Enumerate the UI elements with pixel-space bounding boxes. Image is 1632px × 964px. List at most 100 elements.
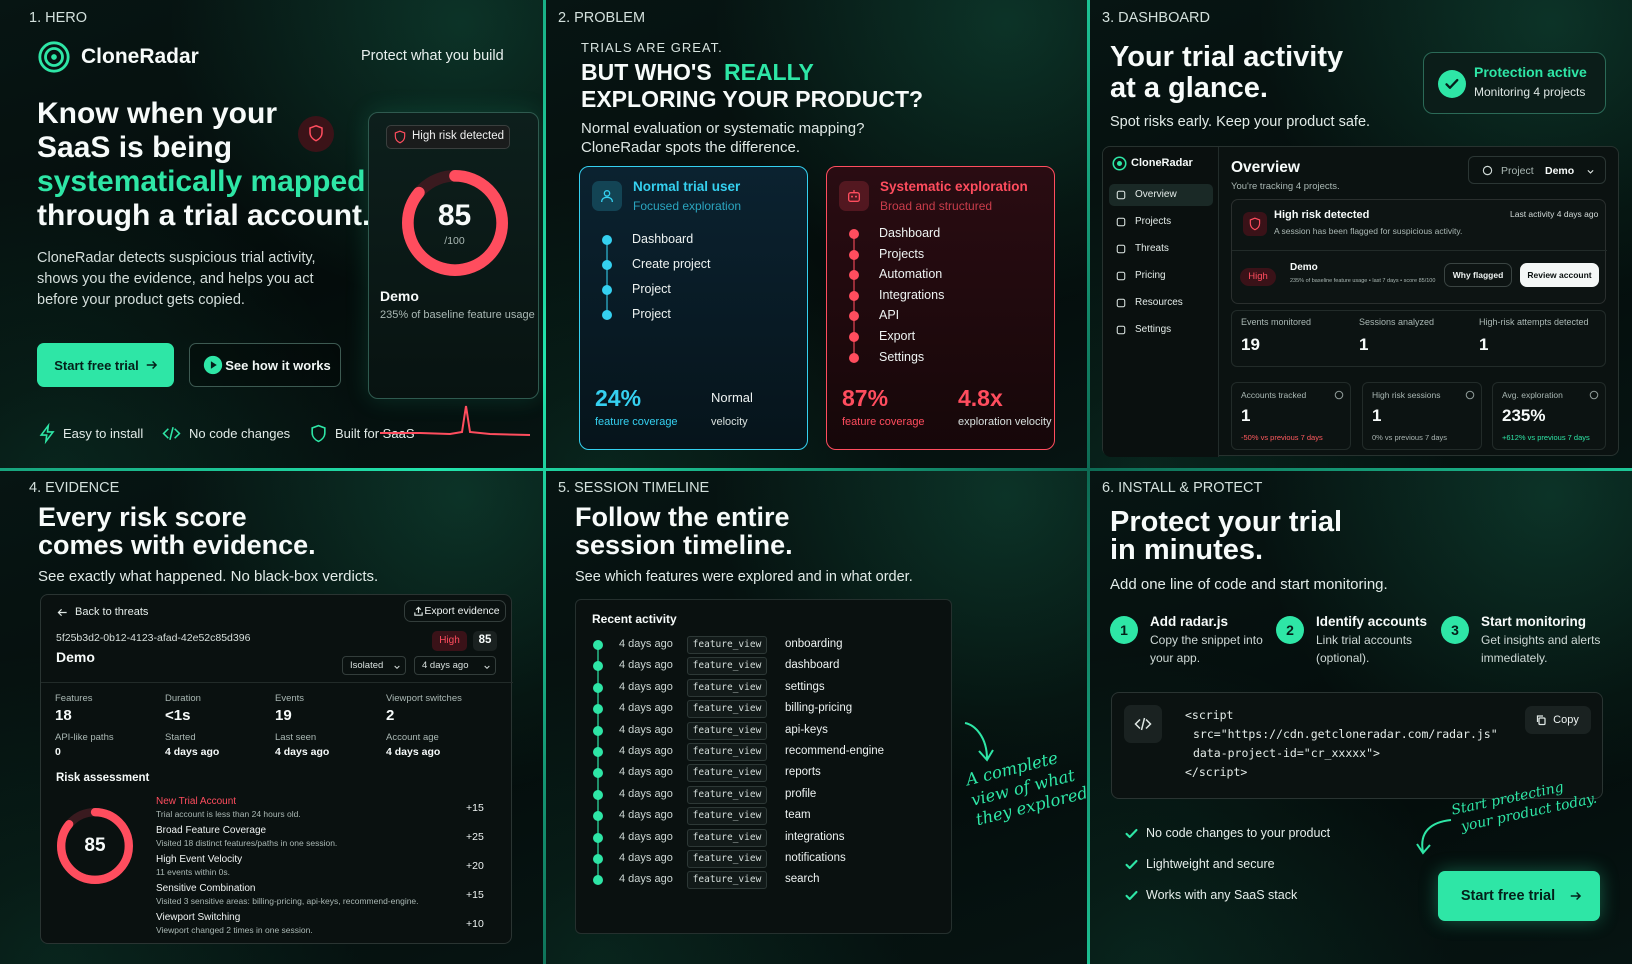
step-dot [849,249,859,260]
event-time: 4 days ago [619,852,673,864]
icon-part [1249,217,1261,231]
badge-text: High risk detected [412,130,505,142]
step: Dashboard [879,226,941,240]
evidence-card: Back to threats Export evidence 5f25b3d2-0… [40,594,513,944]
icon-part [210,361,217,369]
nav-item[interactable]: Overview [1109,184,1213,206]
subtitle: Add one line of code and start monitorin… [1110,576,1388,593]
event-tag [687,743,767,761]
kpi-label: High risk sessions [1372,390,1441,400]
subtitle: See which features were explored and in … [575,569,913,585]
step-number: 3 [1451,622,1459,638]
export-button[interactable]: Export evidence [404,600,506,622]
title-line: session timeline. [575,530,793,560]
section-label: 5. SESSION TIMELINE [558,480,710,496]
kpi-card: High risk sessions 1 0% vs previous 7 days [1362,382,1482,450]
event-type: feature_view [692,810,762,822]
chevron [1587,169,1594,174]
primary-button-text[interactable]: Start free trial [54,357,139,373]
icon-part [1116,190,1126,200]
code-icon [1134,717,1152,731]
nav-item[interactable]: Threats [1109,238,1213,260]
step-detail: Get insights and alerts [1481,633,1601,647]
nav-icon [1116,190,1126,200]
annotation-arrow [1416,819,1452,855]
kpi-label: Avg. exploration [1502,390,1563,400]
step: Settings [879,349,925,364]
nav-label[interactable]: Overview [1135,189,1177,200]
step-dot [849,332,859,342]
review-button[interactable]: Review account [1520,263,1599,287]
dropdown-label[interactable]: Project [1501,165,1534,177]
copy-button-text[interactable]: Copy [1553,714,1579,726]
event-time: 4 days ago [619,787,673,800]
event-tag [687,807,767,826]
icon-part [1536,715,1543,722]
dropdown-value[interactable]: Demo [1545,165,1575,177]
nav-label[interactable]: Threats [1135,243,1169,254]
event-type: feature_view [692,874,762,886]
icon-part [57,808,133,884]
risk-card: High risk detected 85/100 Demo 235% of base… [368,112,539,436]
icon-part [1116,325,1126,335]
nav-item[interactable]: Resources [1109,292,1213,314]
nav-label[interactable]: Pricing [1135,270,1166,281]
event-time: 4 days ago [619,680,673,693]
export-button-text[interactable]: Export evidence [424,605,500,617]
alert-title: High risk detected [1274,209,1370,221]
brand: CloneRadar [81,45,199,68]
title-line: comes with evidence. [38,530,316,560]
event-time: 4 days ago [619,830,673,843]
factor-points: +15 [466,889,484,901]
risk-score: 85 [84,835,106,856]
event-tag [687,828,767,847]
dropdown-icon [1482,165,1493,176]
icon-part [484,665,490,670]
nav-label[interactable]: Settings [1135,324,1172,335]
why-flagged-button[interactable]: Why flagged [1444,263,1512,287]
factor-points: +20 [466,860,484,872]
nav-item[interactable]: Settings [1109,319,1213,341]
title-line: Every risk score [38,502,247,532]
icon-part [1116,298,1126,308]
section-label: 1. HERO [29,10,88,26]
copy-button[interactable]: Copy [1525,706,1591,734]
dashboard-panel: 3. DASHBOARD Your trial activity at a glan… [1090,0,1632,468]
fact-label: Started [165,732,196,743]
project-dropdown[interactable]: Project Demo [1468,156,1606,184]
feature-icon [311,424,326,443]
event-dot [593,661,603,672]
why-flagged-button-text[interactable]: Why flagged [1452,270,1504,280]
filter-text[interactable]: 4 days ago [422,660,469,671]
section-label: 3. DASHBOARD [1102,10,1210,26]
secondary-button-text[interactable]: See how it works [225,357,331,373]
step-title: Add radar.js [1150,614,1229,629]
feature: Built for SaaS [335,426,415,441]
export-icon [414,606,423,616]
stat-value: 19 [1241,335,1260,354]
back-link[interactable]: Back to threats [75,606,149,618]
back-arrow [57,608,67,617]
nav-label[interactable]: Resources [1135,297,1183,308]
nav-item[interactable]: Projects [1109,211,1213,233]
event-type: feature_view [692,660,762,672]
headline-line: systematically mapped [37,165,366,198]
cta-button-text[interactable]: Start free trial [1460,888,1556,904]
nav-label[interactable]: Projects [1135,216,1172,227]
filter[interactable]: 4 days ago [414,656,496,675]
kpi-value: 1 [1241,406,1251,425]
factor-title: Broad Feature Coverage [156,825,267,836]
card-subtitle: Focused exploration [633,199,742,213]
filter[interactable]: Isolated [342,656,406,675]
icon-part [1117,161,1122,166]
review-button-text[interactable]: Review account [1527,270,1592,280]
step-number: 2 [1286,622,1294,638]
icon-part [851,195,853,198]
nav-item[interactable]: Pricing [1109,265,1213,287]
timeline-panel: 5. SESSION TIMELINE Follow the entire sess… [546,471,1087,964]
filter-text[interactable]: Isolated [350,660,384,671]
fact-label: Features [55,693,93,704]
feature-icon [162,426,181,441]
